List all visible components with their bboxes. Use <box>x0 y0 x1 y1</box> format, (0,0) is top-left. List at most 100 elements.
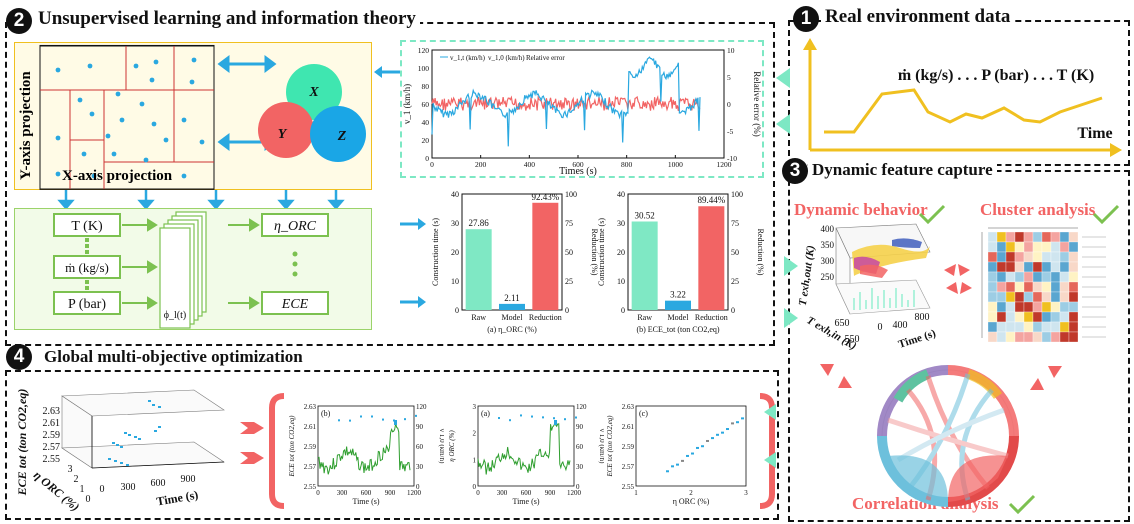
heatmap-cell <box>1050 281 1061 293</box>
section-4-number: 4 <box>6 344 32 370</box>
network-layers <box>159 211 207 329</box>
panel-ytick: 2.59 <box>622 443 635 451</box>
bar-y2tick: 50 <box>731 248 739 257</box>
d3-xtick-0: 650 <box>835 318 850 329</box>
panel-point <box>382 418 384 421</box>
heatmap-cell <box>1059 321 1070 333</box>
bar-reduction <box>698 206 725 310</box>
ts-legend-3: Relative error <box>526 54 565 62</box>
heatmap-cell <box>1068 241 1079 253</box>
heatmap-cell <box>996 311 1007 323</box>
heatmap-cell <box>1059 241 1070 253</box>
panel-point <box>691 452 694 455</box>
opt3d-xtick-3: 0 <box>86 494 91 505</box>
heatmap-cell <box>996 331 1007 343</box>
ts-ylabel-left: v_1 (km/h) <box>402 84 412 124</box>
panel-xtick: 300 <box>497 489 508 497</box>
panel-ytick: 1 <box>473 456 477 464</box>
panel-point <box>736 421 739 424</box>
panel-xlabel: Time (s) <box>512 497 539 506</box>
panel-point <box>542 416 544 419</box>
ts-legend-1: v_1,t (km/h) <box>450 54 486 62</box>
opt3d-xtick-1: 2 <box>74 474 79 485</box>
timeseries-frame <box>400 40 764 178</box>
heatmap-cell <box>1041 331 1052 343</box>
heatmap-cell <box>1014 231 1025 243</box>
heatmap-cell <box>1041 291 1052 303</box>
section-2-title: Unsupervised learning and information th… <box>34 8 420 30</box>
panel-y2label: v 1,0 (km/h) <box>438 429 444 464</box>
heatmap-cell <box>1032 271 1043 283</box>
bar-ytick: 30 <box>451 219 459 228</box>
ts-ytick-left: 100 <box>418 64 430 73</box>
heatmap-cell <box>996 321 1007 333</box>
panel-xtick: 1200 <box>567 489 582 497</box>
panel-point <box>671 465 674 468</box>
ts-xtick: 400 <box>524 160 536 169</box>
bar-y2tick: 100 <box>565 190 577 199</box>
opt-panel-a: (a)0300600900120001230306090120v 1,0 (km… <box>448 403 604 506</box>
d3-ytick-0: 0 <box>878 322 883 333</box>
heatmap-cell <box>1023 291 1034 303</box>
panel-point <box>371 415 373 418</box>
cluster-heatmap <box>981 227 1106 343</box>
panel-frame <box>317 405 415 487</box>
panel-y2tick: 0 <box>576 483 580 491</box>
d3-ztick-1: 350 <box>821 240 835 250</box>
panel-y2label: v 1,0 (km/h) <box>598 429 604 464</box>
bar-ytick: 30 <box>617 219 625 228</box>
section-4-title: Global multi-objective optimization <box>40 347 307 367</box>
heatmap-cell <box>1023 271 1034 283</box>
heatmap-cell <box>996 281 1007 293</box>
heatmap-cell <box>987 311 998 323</box>
projection-points <box>55 57 205 179</box>
bar-value-label: 27.86 <box>469 218 490 228</box>
heatmap-cell <box>1014 321 1025 333</box>
heatmap-cell <box>1059 271 1070 283</box>
bar-category-label: Model <box>502 313 524 322</box>
bar-y2label: Reduction (%) <box>590 229 599 276</box>
network-output-eta: η_ORC <box>274 219 317 234</box>
bar-y2tick: 0 <box>565 306 569 315</box>
panel-point <box>498 417 500 420</box>
d3-ytick-2: 800 <box>915 312 930 323</box>
network-svg: T (K) ṁ (kg/s) P (bar) η_ORC ECE ϕ_l(t) <box>53 211 329 329</box>
opt3d-ztick-0: 2.55 <box>43 454 61 465</box>
heatmap-cell <box>987 321 998 333</box>
heatmap-cell <box>987 281 998 293</box>
venn-z-label: Z <box>337 129 347 144</box>
heatmap-cell <box>1068 311 1079 323</box>
panel-xtick: 900 <box>545 489 556 497</box>
opt3d-zlabel: ECE tot (ton CO2,eq) <box>15 389 29 497</box>
opt3d-ytick-2: 600 <box>151 478 166 489</box>
ts-xtick: 600 <box>572 160 584 169</box>
network-input-p: P (bar) <box>68 297 106 312</box>
bar-y2tick: 50 <box>565 248 573 257</box>
heatmap-cell <box>1014 311 1025 323</box>
panel-xtick: 0 <box>476 489 480 497</box>
heatmap-cell <box>996 251 1007 263</box>
heatmap-cell <box>1014 301 1025 313</box>
bar-y2tick: 0 <box>731 306 735 315</box>
real-env-plot: ṁ (kg/s) . . . P (bar) . . . T (K) Time <box>803 38 1122 157</box>
bar-ytick: 10 <box>617 277 625 286</box>
panel-point <box>716 433 719 436</box>
network-output-ece: ECE <box>281 297 309 312</box>
venn-x-label: X <box>308 85 319 100</box>
heatmap-cell <box>1032 291 1043 303</box>
heatmap-cell <box>1059 291 1070 303</box>
bar-ylabel: Construction time (s) <box>431 218 440 286</box>
panel-ytick: 2.61 <box>622 423 635 431</box>
panel-tag: (a) <box>481 409 490 418</box>
heatmap-cell <box>1059 331 1070 343</box>
panel-y2tick: 60 <box>576 443 584 451</box>
ts-ytick-left: 20 <box>422 136 430 145</box>
heatmap-cell <box>996 271 1007 283</box>
panel-point <box>349 419 351 422</box>
heatmap-cell <box>1005 291 1016 303</box>
panel-y2tick: 30 <box>416 463 424 471</box>
panel-point <box>360 415 362 418</box>
heatmap-cell <box>1050 301 1061 313</box>
heatmap-cell <box>1050 261 1061 273</box>
s3-red-arrows-3 <box>1030 366 1062 390</box>
